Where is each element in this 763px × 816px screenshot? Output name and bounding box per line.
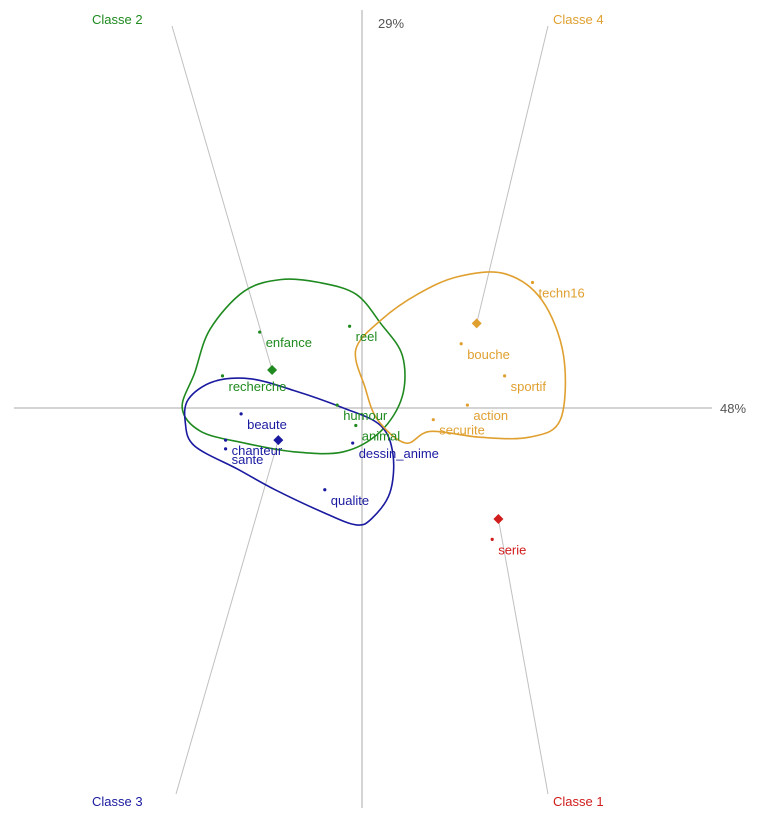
class-label-classe-2: Classe 2 [92, 12, 143, 27]
class-labels: Classe 1 Classe 2 Classe 3 Classe 4 [92, 12, 604, 809]
point-label-recherche: recherche [229, 379, 287, 394]
point-label-securite: securite [439, 423, 485, 438]
leader-line-classe-4 [476, 25, 549, 324]
point-sante [224, 447, 228, 451]
point-label-action: action [473, 408, 508, 423]
axes: 48% 29% [14, 10, 746, 808]
point-humour [335, 403, 339, 407]
leader-line-classe-2 [171, 25, 273, 371]
centroid-classe-3 [273, 435, 284, 446]
class-label-classe-3: Classe 3 [92, 794, 143, 809]
point-reel [348, 324, 352, 328]
centroid-classe-2 [267, 365, 278, 376]
ellipse-classe-2 [181, 278, 406, 455]
point-label-sportif: sportif [511, 379, 547, 394]
point-action [465, 403, 469, 407]
centroid-classe-1 [493, 513, 504, 524]
point-sportif [503, 374, 507, 378]
point-label-animal: animal [362, 429, 400, 444]
class-leader-lines [171, 25, 549, 795]
point-beaute [239, 412, 243, 416]
y-axis-inertia-label: 29% [378, 16, 404, 31]
class-label-classe-4: Classe 4 [553, 12, 604, 27]
point-label-qualite: qualite [331, 493, 369, 508]
point-dessin_anime [351, 441, 355, 445]
point-chanteur [224, 438, 228, 442]
point-animal [354, 423, 358, 428]
point-techn16 [530, 280, 535, 285]
class-label-classe-1: Classe 1 [553, 794, 604, 809]
point-label-dessin_anime: dessin_anime [359, 446, 439, 461]
point-label-humour: humour [343, 408, 388, 423]
point-label-enfance: enfance [266, 335, 312, 350]
point-securite [431, 418, 435, 422]
point-serie [490, 537, 494, 542]
point-label-bouche: bouche [467, 347, 510, 362]
point-label-beaute: beaute [247, 417, 287, 432]
point-label-techn16: techn16 [539, 285, 585, 300]
point-label-chanteur: chanteur [232, 443, 283, 458]
modality-points: serie enfance reel recherche humour animal bea… [220, 280, 585, 557]
point-bouche [459, 342, 463, 346]
ellipse-classe-4 [354, 271, 567, 444]
leader-line-classe-1 [497, 518, 549, 795]
leader-line-classe-3 [175, 439, 279, 795]
point-qualite [323, 488, 327, 492]
x-axis-inertia-label: 48% [720, 401, 746, 416]
point-enfance [258, 330, 262, 334]
point-recherche [220, 374, 225, 378]
centroid-classe-4 [471, 318, 482, 329]
class-ellipses [181, 271, 567, 526]
point-label-serie: serie [498, 542, 526, 557]
point-label-sante: sante [232, 452, 264, 467]
point-label-reel: reel [356, 329, 378, 344]
ellipse-classe-3 [183, 377, 395, 526]
